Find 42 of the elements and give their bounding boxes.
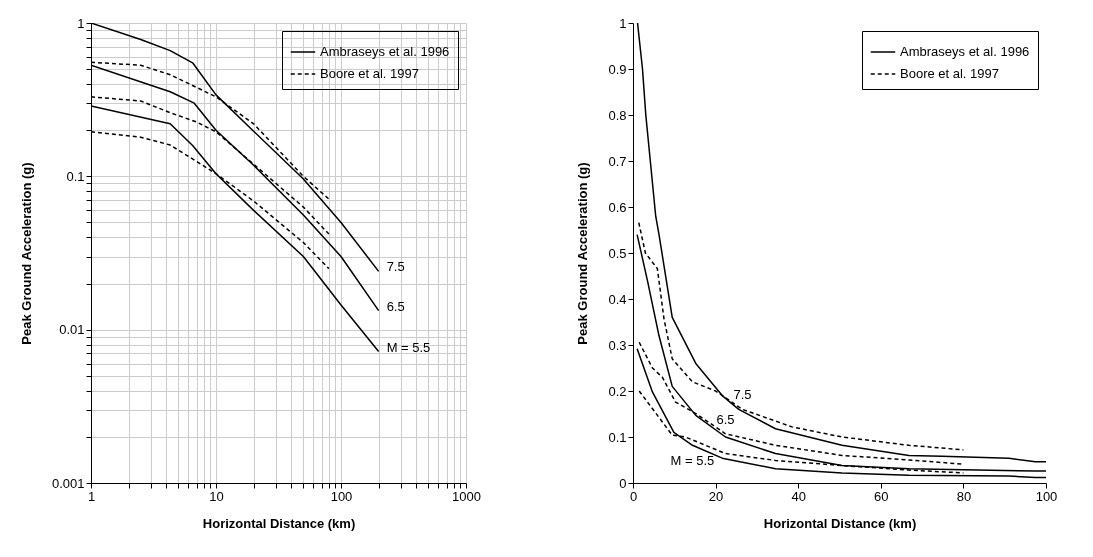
annotation: 6.5 [386, 298, 405, 314]
y-tick-label: 0 [619, 475, 627, 491]
y-axis-title: Peak Ground Acceleration (g) [18, 162, 34, 345]
legend-label: Ambraseys et al. 1996 [320, 44, 450, 59]
y-tick-label: 0.2 [608, 383, 627, 399]
annotation: M = 5.5 [670, 453, 715, 469]
x-tick-label: 100 [1035, 488, 1058, 504]
x-tick-label: 40 [791, 488, 806, 504]
x-axis-title: Horizontal Distance (km) [763, 515, 917, 531]
legend-label: Boore et al. 1997 [900, 66, 1000, 81]
y-tick-label: 0.9 [608, 61, 627, 77]
line-series [636, 23, 1046, 463]
legend-label: Boore et al. 1997 [320, 66, 420, 81]
x-axis-title: Horizontal Distance (km) [202, 515, 356, 531]
y-tick-label: 0.4 [608, 291, 627, 307]
annotation: 6.5 [716, 411, 735, 427]
x-tick-label: 1 [87, 488, 96, 504]
y-tick-label: 0.001 [51, 475, 85, 491]
annotation: 7.5 [386, 259, 405, 275]
line-series [636, 233, 1046, 472]
y-tick-label: 0.1 [66, 168, 85, 184]
x-tick-label: 10 [209, 488, 224, 504]
x-tick-label: 80 [956, 488, 972, 504]
y-axis-title: Peak Ground Acceleration (g) [575, 162, 591, 345]
line-series [636, 347, 1046, 479]
y-tick-label: 0.7 [608, 153, 627, 169]
x-tick-label: 0 [629, 488, 638, 504]
y-tick-label: 0.8 [608, 107, 627, 123]
y-tick-label: 0.1 [608, 429, 627, 445]
x-tick-label: 100 [330, 488, 353, 504]
legend-label: Ambraseys et al. 1996 [900, 44, 1030, 59]
x-tick-label: 20 [708, 488, 724, 504]
x-tick-label: 60 [874, 488, 889, 504]
x-tick-label: 1000 [452, 488, 481, 504]
y-tick-label: 0.01 [59, 322, 85, 338]
annotation: M = 5.5 [386, 339, 431, 355]
y-tick-label: 1 [619, 15, 627, 31]
y-tick-label: 0.6 [608, 199, 627, 215]
y-tick-label: 1 [77, 15, 85, 31]
y-tick-label: 0.3 [608, 337, 627, 353]
y-tick-label: 0.5 [608, 245, 627, 261]
annotation: 7.5 [733, 387, 752, 403]
